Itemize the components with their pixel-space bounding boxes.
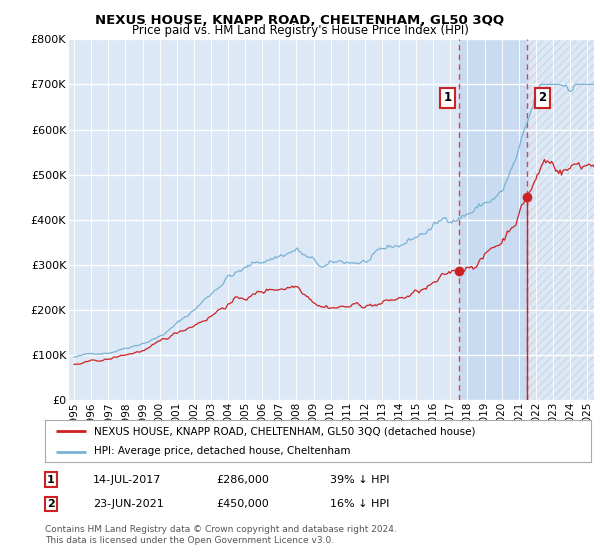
Text: 14-JUL-2017: 14-JUL-2017 — [93, 475, 161, 485]
Text: 39% ↓ HPI: 39% ↓ HPI — [330, 475, 389, 485]
Text: Contains HM Land Registry data © Crown copyright and database right 2024.
This d: Contains HM Land Registry data © Crown c… — [45, 525, 397, 545]
Text: 1: 1 — [443, 91, 452, 104]
Text: 1: 1 — [47, 475, 55, 485]
Text: 16% ↓ HPI: 16% ↓ HPI — [330, 499, 389, 509]
Text: Price paid vs. HM Land Registry's House Price Index (HPI): Price paid vs. HM Land Registry's House … — [131, 24, 469, 37]
Text: NEXUS HOUSE, KNAPP ROAD, CHELTENHAM, GL50 3QQ (detached house): NEXUS HOUSE, KNAPP ROAD, CHELTENHAM, GL5… — [94, 426, 476, 436]
Bar — [527, 39, 594, 400]
Text: £286,000: £286,000 — [216, 475, 269, 485]
Bar — [460, 39, 527, 400]
Text: HPI: Average price, detached house, Cheltenham: HPI: Average price, detached house, Chel… — [94, 446, 350, 456]
Text: 2: 2 — [47, 499, 55, 509]
Text: NEXUS HOUSE, KNAPP ROAD, CHELTENHAM, GL50 3QQ: NEXUS HOUSE, KNAPP ROAD, CHELTENHAM, GL5… — [95, 14, 505, 27]
Bar — [527, 39, 594, 400]
Text: 2: 2 — [538, 91, 547, 104]
Text: £450,000: £450,000 — [216, 499, 269, 509]
Text: 23-JUN-2021: 23-JUN-2021 — [93, 499, 164, 509]
